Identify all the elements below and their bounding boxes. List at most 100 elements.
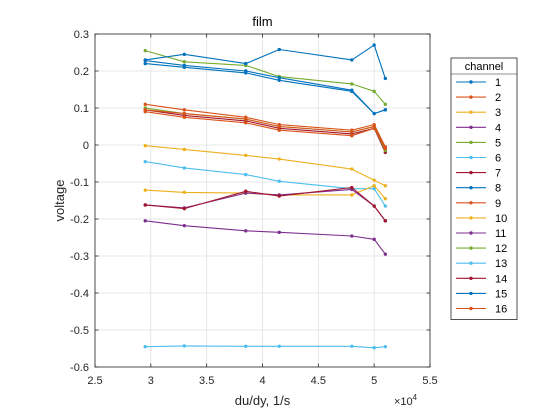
series-13 bbox=[143, 344, 388, 350]
data-point bbox=[372, 184, 376, 188]
legend-marker bbox=[469, 261, 473, 265]
data-point bbox=[244, 189, 248, 193]
plot-lines bbox=[143, 43, 388, 350]
grid bbox=[94, 33, 431, 368]
series-line bbox=[145, 44, 386, 79]
data-point bbox=[383, 219, 388, 223]
series-line bbox=[145, 145, 386, 187]
data-point bbox=[277, 124, 281, 129]
data-point bbox=[143, 102, 147, 107]
legend-item: 11 bbox=[456, 228, 506, 240]
legend-marker bbox=[469, 125, 473, 129]
x-axis-exponent-power: 4 bbox=[413, 393, 418, 402]
data-point bbox=[350, 185, 354, 190]
axis-ticks: 2.5 3 3.5 4 4.5 5 5.5 -0.6 -0.5 -0.4 -0.3 -0.2 -0.1 0… bbox=[70, 29, 438, 387]
x-tick-label: 5 bbox=[371, 375, 377, 387]
data-point bbox=[372, 124, 376, 129]
legend-label: 6 bbox=[495, 153, 501, 165]
data-point bbox=[143, 203, 147, 207]
legend-item: 2 bbox=[456, 92, 501, 104]
series-4 bbox=[143, 219, 388, 256]
legend-marker bbox=[469, 291, 473, 296]
legend-marker bbox=[469, 170, 473, 175]
legend-item: 7 bbox=[456, 168, 501, 180]
data-point bbox=[182, 223, 187, 228]
data-point bbox=[372, 204, 376, 208]
series-16 bbox=[143, 108, 388, 151]
legend-label: 1 bbox=[495, 77, 501, 89]
data-point bbox=[372, 89, 376, 94]
series-line bbox=[145, 107, 386, 151]
x-tick-label: 2.5 bbox=[87, 375, 102, 387]
series-15 bbox=[143, 58, 388, 116]
legend-marker bbox=[469, 231, 473, 235]
data-point bbox=[383, 147, 388, 151]
data-point bbox=[143, 61, 147, 66]
data-point bbox=[182, 60, 187, 64]
data-point bbox=[277, 194, 281, 198]
data-point bbox=[244, 229, 248, 233]
data-point bbox=[350, 82, 354, 86]
series-6 bbox=[143, 159, 388, 208]
legend-label: 2 bbox=[495, 92, 501, 104]
data-point bbox=[244, 61, 248, 66]
data-point bbox=[350, 344, 354, 348]
data-point bbox=[182, 108, 187, 112]
legend-marker bbox=[469, 95, 473, 99]
legend-label: 4 bbox=[495, 122, 501, 134]
legend-label: 15 bbox=[495, 288, 507, 300]
data-point bbox=[182, 206, 187, 211]
data-point bbox=[244, 172, 248, 177]
legend-item: 10 bbox=[456, 213, 507, 225]
data-point bbox=[182, 63, 187, 68]
x-axis-exponent-base: ×10 bbox=[394, 396, 413, 408]
legend-marker bbox=[469, 306, 473, 311]
data-point bbox=[182, 111, 187, 116]
legend-marker bbox=[469, 246, 473, 250]
data-point bbox=[143, 219, 147, 223]
legend-label: 10 bbox=[495, 213, 507, 225]
legend-label: 9 bbox=[495, 198, 501, 210]
legend-item: 5 bbox=[456, 137, 501, 149]
legend-marker bbox=[469, 216, 473, 220]
legend-item: 1 bbox=[456, 77, 501, 89]
data-point bbox=[372, 178, 376, 182]
legend-marker bbox=[469, 80, 473, 84]
y-tick-label: 0.3 bbox=[74, 29, 89, 41]
legend-label: 12 bbox=[495, 243, 507, 255]
data-point bbox=[277, 128, 281, 132]
data-point bbox=[244, 153, 248, 158]
legend-label: 11 bbox=[495, 228, 506, 240]
data-point bbox=[383, 344, 388, 349]
legend-label: 5 bbox=[495, 137, 501, 149]
data-point bbox=[277, 230, 281, 235]
data-point bbox=[350, 193, 354, 197]
legend-label: 13 bbox=[495, 258, 507, 270]
legend-item: 12 bbox=[456, 243, 507, 255]
series-line bbox=[145, 109, 386, 153]
data-point bbox=[383, 184, 388, 188]
legend-marker bbox=[469, 155, 473, 160]
series-line bbox=[145, 345, 386, 349]
x-tick-label: 4.5 bbox=[311, 375, 326, 387]
data-point bbox=[277, 75, 281, 80]
legend-marker bbox=[469, 140, 473, 145]
legend-marker bbox=[469, 186, 473, 190]
data-point bbox=[350, 130, 354, 134]
data-point bbox=[143, 48, 147, 53]
x-tick-label: 3 bbox=[148, 375, 154, 387]
y-tick-label: 0.2 bbox=[74, 66, 89, 78]
data-point bbox=[143, 58, 147, 63]
x-tick-label: 3.5 bbox=[199, 375, 214, 387]
legend-label: 16 bbox=[495, 304, 507, 316]
data-point bbox=[350, 167, 354, 171]
legend-marker bbox=[469, 110, 473, 114]
x-axis-title: du/dy, 1/s bbox=[235, 393, 291, 408]
series-line bbox=[145, 60, 386, 115]
series-line bbox=[145, 220, 386, 255]
data-point bbox=[244, 344, 248, 348]
data-point bbox=[372, 237, 376, 242]
data-point bbox=[383, 102, 388, 107]
data-point bbox=[350, 234, 354, 238]
y-tick-label: -0.2 bbox=[70, 214, 89, 226]
